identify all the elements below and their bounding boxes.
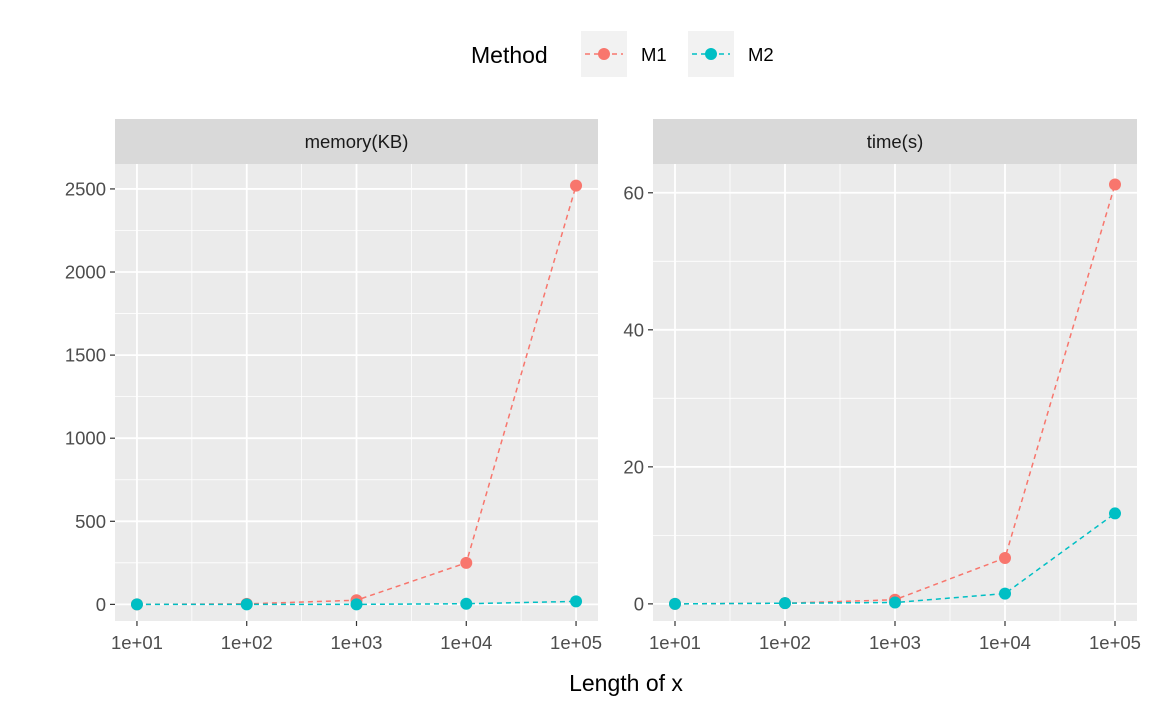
- data-point-m2: [460, 597, 473, 610]
- data-point-m2: [999, 587, 1011, 600]
- x-tick-label: 1e+05: [1089, 632, 1141, 653]
- data-point-m1: [570, 179, 583, 192]
- y-tick-label: 0: [634, 593, 644, 614]
- data-point-m2: [779, 597, 791, 610]
- data-point-m1: [1109, 178, 1121, 191]
- x-tick-label: 1e+03: [869, 632, 921, 653]
- data-point-m1: [460, 556, 473, 569]
- data-point-m2: [130, 598, 143, 611]
- x-tick-label: 1e+02: [221, 632, 273, 653]
- y-tick-label: 40: [623, 319, 644, 340]
- y-tick-label: 2000: [65, 262, 106, 283]
- legend-key-point: [705, 48, 717, 60]
- y-tick-label: 500: [75, 511, 106, 532]
- legend-label-m2: M2: [748, 44, 774, 65]
- x-tick-label: 1e+01: [649, 632, 701, 653]
- y-tick-label: 1000: [65, 428, 106, 449]
- data-point-m2: [350, 598, 363, 611]
- facet-strip: [115, 119, 598, 164]
- legend-label-m1: M1: [641, 44, 667, 65]
- facet-strip-label: time(s): [867, 131, 924, 152]
- facet-strip-label: memory(KB): [305, 131, 409, 152]
- legend-title: Method: [471, 42, 548, 68]
- legend-key-point: [598, 48, 610, 60]
- y-tick-label: 2500: [65, 178, 106, 199]
- x-tick-label: 1e+03: [331, 632, 383, 653]
- x-tick-label: 1e+04: [440, 632, 492, 653]
- data-point-m2: [1109, 507, 1121, 520]
- data-point-m1: [999, 551, 1011, 564]
- data-point-m2: [570, 595, 583, 608]
- x-axis-title: Length of x: [569, 670, 683, 696]
- facet-strip: [653, 119, 1137, 164]
- y-tick-label: 20: [623, 456, 644, 477]
- x-tick-label: 1e+02: [759, 632, 811, 653]
- x-tick-label: 1e+04: [979, 632, 1031, 653]
- x-tick-label: 1e+05: [550, 632, 602, 653]
- data-point-m2: [240, 598, 253, 611]
- y-tick-label: 1500: [65, 345, 106, 366]
- y-tick-label: 0: [96, 594, 106, 615]
- y-tick-label: 60: [623, 182, 644, 203]
- data-point-m2: [669, 597, 681, 610]
- x-tick-label: 1e+01: [111, 632, 163, 653]
- data-point-m2: [889, 596, 901, 609]
